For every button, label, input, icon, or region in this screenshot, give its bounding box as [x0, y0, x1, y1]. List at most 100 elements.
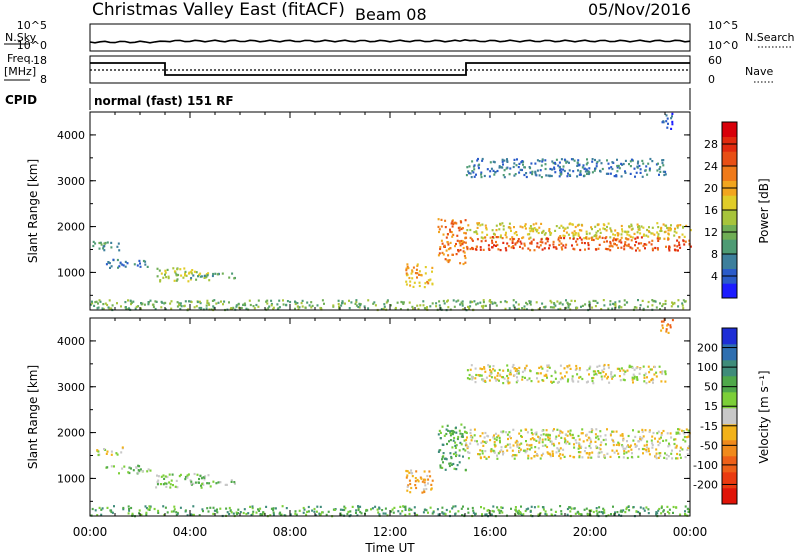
echo-cell: [623, 373, 626, 376]
colorbar-swatch: [722, 166, 737, 181]
echo-cell: [319, 514, 321, 517]
echo-cell: [630, 224, 633, 228]
echo-cell: [343, 505, 346, 508]
echo-cell: [531, 173, 534, 176]
echo-cell: [508, 222, 511, 225]
echo-cell: [500, 446, 503, 449]
echo-cell: [147, 301, 150, 304]
echo-cell: [504, 300, 507, 303]
echo-cell: [521, 370, 524, 373]
echo-cell: [596, 301, 599, 304]
echo-cell: [110, 510, 113, 514]
echo-cell: [558, 243, 561, 246]
echo-cell: [198, 477, 200, 481]
echo-cell: [233, 277, 236, 280]
echo-cell: [539, 372, 542, 375]
echo-cell: [588, 452, 591, 455]
echo-cell: [570, 299, 573, 302]
echo-cell: [385, 301, 388, 304]
echo-cell: [522, 449, 525, 452]
echo-cell: [546, 451, 549, 454]
echo-cell: [635, 510, 638, 513]
echo-cell: [470, 176, 473, 179]
echo-cell: [594, 372, 597, 375]
echo-cell: [635, 249, 637, 252]
echo-cell: [464, 261, 467, 264]
echo-cell: [503, 377, 506, 380]
echo-cell: [251, 507, 254, 510]
echo-cell: [627, 450, 630, 453]
echo-cell: [389, 304, 392, 307]
echo-cell: [474, 381, 477, 384]
echo-cell: [509, 446, 512, 449]
echo-cell: [619, 239, 622, 242]
echo-cell: [609, 172, 612, 175]
echo-cell: [544, 444, 547, 447]
echo-cell: [646, 376, 648, 379]
x-tick-label: 20:00: [573, 525, 608, 539]
echo-cell: [216, 508, 218, 511]
x-tick-label: 00:00: [673, 525, 708, 539]
echo-cell: [148, 505, 151, 508]
echo-cell: [540, 434, 543, 437]
echo-cell: [270, 299, 273, 302]
echo-cell: [452, 253, 454, 256]
echo-cell: [491, 236, 494, 239]
echo-cell: [578, 367, 581, 370]
echo-cell: [439, 437, 442, 440]
echo-cell: [407, 267, 410, 270]
echo-cell: [482, 379, 485, 383]
echo-cell: [505, 231, 507, 234]
echo-cell: [651, 304, 654, 307]
echo-cell: [471, 170, 474, 173]
echo-cell: [541, 444, 544, 447]
echo-cell: [486, 509, 489, 512]
echo-cell: [156, 483, 159, 486]
echo-cell: [555, 247, 558, 250]
echo-cell: [449, 228, 451, 231]
echo-cell: [620, 233, 623, 236]
echo-cell: [530, 505, 533, 508]
echo-cell: [157, 475, 160, 478]
echo-cell: [577, 169, 579, 172]
echo-cell: [524, 451, 527, 454]
echo-cell: [240, 306, 243, 310]
echo-cell: [447, 243, 450, 246]
echo-cell: [102, 307, 105, 311]
echo-cell: [467, 457, 470, 460]
echo-cell: [669, 227, 672, 230]
echo-cell: [600, 451, 603, 454]
echo-cell: [543, 306, 546, 309]
echo-cell: [130, 506, 133, 510]
echo-cell: [566, 434, 569, 437]
echo-cell: [155, 300, 158, 303]
echo-cell: [468, 451, 471, 454]
echo-cell: [449, 430, 452, 433]
power-y-axis-title: Slant Range [km]: [26, 159, 40, 263]
echo-cell: [416, 263, 419, 266]
echo-cell: [586, 161, 589, 164]
echo-cell: [201, 482, 204, 485]
echo-cell: [486, 168, 489, 171]
echo-cell: [404, 513, 407, 516]
echo-cell: [172, 510, 175, 513]
echo-cell: [593, 169, 596, 172]
echo-cell: [206, 274, 209, 277]
echo-cell: [625, 508, 628, 511]
echo-cell: [524, 449, 527, 452]
echo-cell: [510, 246, 513, 249]
echo-cell: [579, 236, 582, 239]
echo-cell: [438, 252, 441, 255]
echo-cell: [611, 167, 614, 171]
echo-cell: [216, 511, 219, 514]
echo-cell: [598, 506, 601, 509]
echo-cell: [440, 218, 443, 221]
echo-cell: [127, 505, 130, 508]
echo-cell: [511, 449, 514, 452]
echo-cell: [461, 433, 464, 436]
echo-cell: [651, 443, 654, 447]
echo-cell: [544, 438, 547, 441]
echo-cell: [483, 174, 486, 178]
echo-cell: [235, 305, 238, 308]
echo-cell: [643, 448, 646, 451]
